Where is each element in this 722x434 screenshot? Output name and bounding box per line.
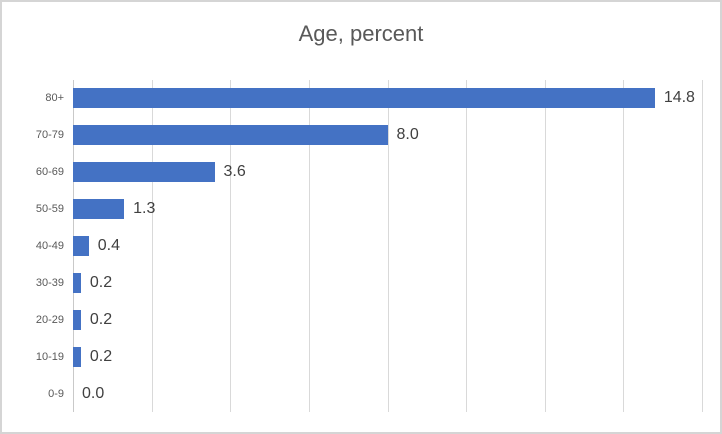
bar-row: 70-79 8.0 [36, 117, 702, 154]
data-label: 1.3 [133, 200, 156, 218]
data-label: 0.2 [89, 310, 113, 328]
data-label: 0.2 [89, 273, 113, 291]
data-label: 14.8 [663, 89, 695, 107]
bar [73, 88, 655, 109]
gridline [308, 80, 310, 412]
bar-row: 20-29 0.2 [36, 301, 702, 338]
bar-rows: 80+ 14.8 70-79 8.0 60-69 3.6 50-59 1.3 40-49 0.4 3… [36, 80, 702, 412]
bar [73, 272, 81, 293]
bar-row: 0-9 0.0 [48, 375, 702, 412]
data-label: 8.0 [396, 126, 419, 144]
gridline [230, 80, 232, 412]
gridline [544, 80, 546, 412]
category-label: 50-59 [35, 203, 64, 216]
category-label: 30-39 [35, 276, 64, 289]
category-label: 60-69 [35, 166, 64, 179]
bar [73, 309, 81, 330]
gridline [387, 80, 389, 412]
data-label: 3.6 [223, 163, 246, 181]
data-label: 0.4 [97, 237, 120, 254]
bar [73, 199, 125, 220]
plot-area: 80+ 14.8 70-79 8.0 60-69 3.6 50-59 1.3 40-49 0.4 3… [36, 80, 703, 412]
category-label: 10-19 [35, 350, 64, 363]
category-label: 0-9 [48, 387, 64, 400]
category-label: 80+ [45, 92, 64, 105]
bar-row: 80+ 14.8 [45, 80, 702, 117]
bar [73, 346, 81, 367]
category-label: 20-29 [35, 313, 64, 326]
bar-row: 60-69 3.6 [36, 154, 702, 191]
data-label: 0.2 [89, 347, 113, 365]
bar [73, 162, 215, 183]
category-label: 40-49 [35, 240, 64, 252]
bar-row: 40-49 0.4 [36, 228, 702, 265]
chart-title: Age, percent [298, 21, 424, 46]
gridline [151, 80, 153, 412]
bar [73, 236, 89, 256]
bar-row: 30-39 0.2 [36, 264, 702, 301]
bar-row: 50-59 1.3 [36, 191, 702, 228]
gridline [623, 80, 625, 412]
gridline [702, 80, 703, 412]
gridline [466, 80, 468, 412]
bar [73, 125, 388, 146]
bar-row: 10-19 0.2 [36, 338, 702, 375]
data-label: 0.0 [82, 384, 105, 402]
category-label: 70-79 [35, 129, 64, 142]
